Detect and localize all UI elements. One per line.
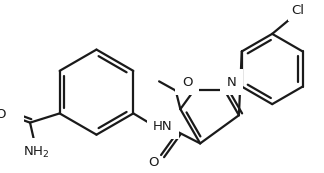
Text: O: O <box>148 156 159 169</box>
Text: HN: HN <box>153 120 173 133</box>
Text: O: O <box>182 76 192 89</box>
Text: N: N <box>226 76 237 89</box>
Text: O: O <box>0 108 6 121</box>
Text: Cl: Cl <box>292 4 305 17</box>
Text: NH$_2$: NH$_2$ <box>23 145 50 160</box>
